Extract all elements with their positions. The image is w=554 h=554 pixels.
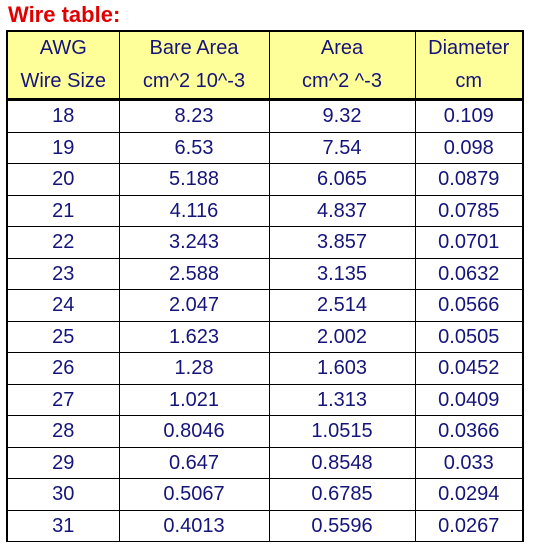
cell-diameter: 0.033	[414, 446, 524, 479]
table-row: 22 3.243 3.857 0.0701	[6, 226, 524, 259]
cell-bare-area: 1.623	[118, 320, 270, 353]
wire-table: AWG Bare Area Area Diameter Wire Size cm…	[6, 30, 524, 542]
table-body: 18 8.23 9.32 0.109 19 6.53 7.54 0.098 20 5.188 6.0…	[6, 99, 524, 542]
cell-diameter: 0.0366	[414, 415, 524, 448]
cell-area: 2.514	[268, 289, 416, 322]
cell-awg: 24	[6, 289, 120, 322]
header-area-unit: cm^2 ^-3	[268, 65, 416, 101]
table-row: 20 5.188 6.065 0.0879	[6, 163, 524, 196]
cell-bare-area: 8.23	[118, 99, 270, 133]
cell-diameter: 0.0267	[414, 509, 524, 542]
table-row: 28 0.8046 1.0515 0.0366	[6, 415, 524, 448]
header-bare-area: Bare Area	[118, 30, 270, 65]
cell-area: 4.837	[268, 194, 416, 227]
cell-awg: 21	[6, 194, 120, 227]
cell-area: 6.065	[268, 163, 416, 196]
table-row: 29 0.647 0.8548 0.033	[6, 446, 524, 479]
cell-awg: 30	[6, 478, 120, 511]
cell-diameter: 0.0785	[414, 194, 524, 227]
table-row: 30 0.5067 0.6785 0.0294	[6, 478, 524, 511]
cell-area: 0.5596	[268, 509, 416, 542]
cell-diameter: 0.0566	[414, 289, 524, 322]
cell-bare-area: 1.021	[118, 383, 270, 416]
cell-diameter: 0.098	[414, 131, 524, 164]
cell-diameter: 0.0632	[414, 257, 524, 290]
cell-diameter: 0.0701	[414, 226, 524, 259]
table-row: 27 1.021 1.313 0.0409	[6, 383, 524, 416]
header-area: Area	[268, 30, 416, 65]
cell-bare-area: 0.8046	[118, 415, 270, 448]
cell-area: 7.54	[268, 131, 416, 164]
cell-bare-area: 5.188	[118, 163, 270, 196]
cell-area: 1.313	[268, 383, 416, 416]
cell-diameter: 0.0452	[414, 352, 524, 385]
cell-diameter: 0.0409	[414, 383, 524, 416]
cell-awg: 26	[6, 352, 120, 385]
table-row: 23 2.588 3.135 0.0632	[6, 257, 524, 290]
cell-area: 3.135	[268, 257, 416, 290]
table-row: 31 0.4013 0.5596 0.0267	[6, 509, 524, 542]
cell-bare-area: 6.53	[118, 131, 270, 164]
cell-awg: 23	[6, 257, 120, 290]
cell-bare-area: 0.647	[118, 446, 270, 479]
cell-area: 1.603	[268, 352, 416, 385]
header-row-1: AWG Bare Area Area Diameter	[6, 30, 524, 65]
header-diameter: Diameter	[414, 30, 524, 65]
table-row: 19 6.53 7.54 0.098	[6, 131, 524, 164]
cell-bare-area: 0.5067	[118, 478, 270, 511]
cell-awg: 25	[6, 320, 120, 353]
cell-bare-area: 2.047	[118, 289, 270, 322]
cell-bare-area: 4.116	[118, 194, 270, 227]
cell-awg: 18	[6, 99, 120, 133]
cell-area: 0.6785	[268, 478, 416, 511]
header-awg-unit: Wire Size	[6, 65, 120, 101]
cell-bare-area: 3.243	[118, 226, 270, 259]
header-diameter-unit: cm	[414, 65, 524, 101]
header-row-2: Wire Size cm^2 10^-3 cm^2 ^-3 cm	[6, 65, 524, 101]
cell-awg: 29	[6, 446, 120, 479]
cell-awg: 28	[6, 415, 120, 448]
table-row: 24 2.047 2.514 0.0566	[6, 289, 524, 322]
header-bare-area-unit: cm^2 10^-3	[118, 65, 270, 101]
table-header: AWG Bare Area Area Diameter Wire Size cm…	[6, 30, 524, 101]
cell-bare-area: 2.588	[118, 257, 270, 290]
cell-diameter: 0.0879	[414, 163, 524, 196]
cell-awg: 31	[6, 509, 120, 542]
cell-bare-area: 0.4013	[118, 509, 270, 542]
cell-area: 2.002	[268, 320, 416, 353]
cell-awg: 27	[6, 383, 120, 416]
table-row: 25 1.623 2.002 0.0505	[6, 320, 524, 353]
table-row: 18 8.23 9.32 0.109	[6, 99, 524, 133]
cell-area: 3.857	[268, 226, 416, 259]
cell-awg: 19	[6, 131, 120, 164]
cell-area: 0.8548	[268, 446, 416, 479]
cell-diameter: 0.0505	[414, 320, 524, 353]
table-row: 21 4.116 4.837 0.0785	[6, 194, 524, 227]
cell-awg: 22	[6, 226, 120, 259]
cell-bare-area: 1.28	[118, 352, 270, 385]
cell-awg: 20	[6, 163, 120, 196]
table-row: 26 1.28 1.603 0.0452	[6, 352, 524, 385]
cell-area: 1.0515	[268, 415, 416, 448]
page-title: Wire table:	[8, 2, 121, 27]
cell-diameter: 0.0294	[414, 478, 524, 511]
cell-diameter: 0.109	[414, 99, 524, 133]
cell-area: 9.32	[268, 99, 416, 133]
header-awg: AWG	[6, 30, 120, 65]
